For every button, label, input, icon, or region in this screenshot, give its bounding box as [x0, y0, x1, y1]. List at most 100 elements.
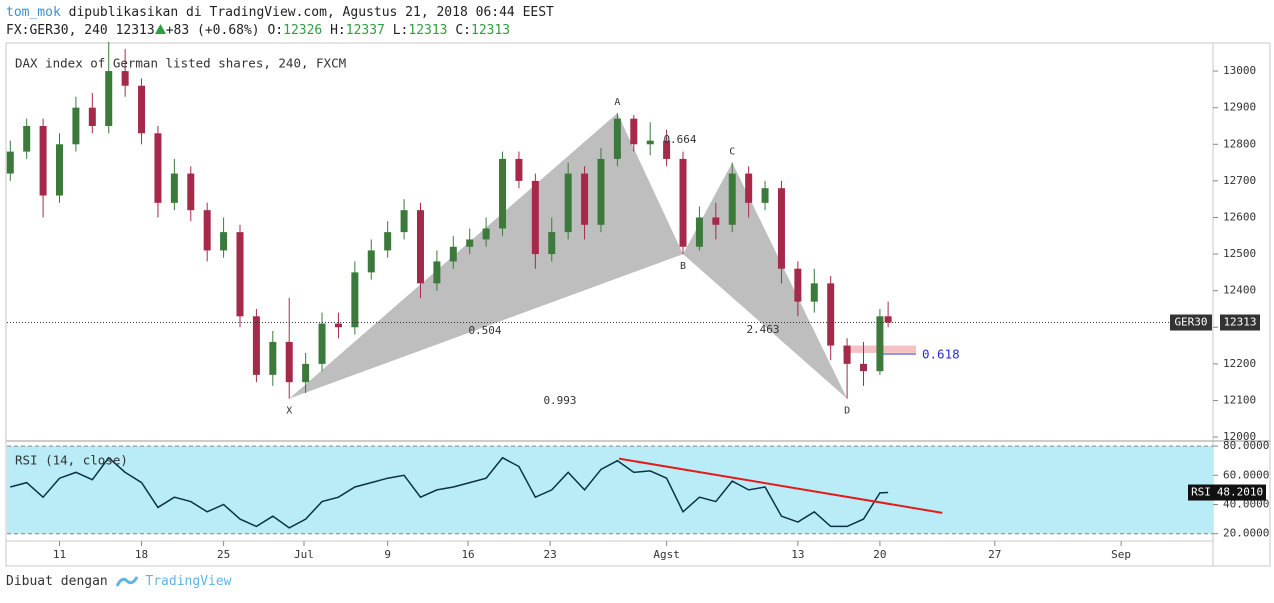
logo — [115, 576, 138, 587]
candle-body — [203, 210, 211, 251]
candle-body — [745, 173, 753, 203]
candle-body — [72, 107, 80, 145]
x-tick-label: 27 — [988, 548, 1001, 561]
y-tick-label: 13000 — [1223, 64, 1256, 77]
rsi-band — [7, 446, 1213, 534]
symbol: FX:GER30, 240 — [6, 23, 108, 38]
pattern-point-label: D — [844, 406, 850, 417]
candle-body — [761, 188, 769, 203]
change: +83 (+0.68%) — [165, 23, 260, 38]
y-tick-label: 12800 — [1223, 137, 1256, 150]
x-tick-label: 16 — [461, 548, 474, 561]
candle-body — [597, 158, 605, 225]
last-price-box — [1220, 314, 1260, 331]
pattern-point-label: C — [729, 147, 735, 158]
ohlc-label: O: — [267, 23, 284, 38]
rsi-line — [10, 456, 889, 529]
ohlc-label: H: — [330, 23, 346, 38]
candle-body — [105, 71, 113, 126]
candle-body — [154, 133, 162, 203]
candle-body — [630, 118, 638, 145]
x-tick-label: 18 — [135, 548, 148, 561]
candle-body — [663, 140, 671, 159]
candle-body — [236, 232, 244, 317]
ratio-label: 0.993 — [543, 394, 576, 407]
candle-body — [187, 173, 195, 211]
price: 12313 — [115, 23, 155, 38]
ohlc-value: 12313 — [471, 23, 511, 38]
candle-body — [416, 210, 424, 284]
candle-body — [252, 316, 260, 375]
candle-body — [220, 232, 228, 251]
trendline — [618, 457, 943, 514]
last-value-label: 48.2010 — [1217, 486, 1263, 499]
published: dipublikasikan di TradingView.com, Agust… — [68, 5, 554, 20]
last-label: GER30 — [1174, 316, 1207, 329]
candle-body — [531, 180, 539, 255]
candle-body — [712, 217, 720, 225]
candle-body — [269, 341, 277, 375]
candle-body — [88, 107, 96, 126]
candle-body — [777, 188, 785, 269]
ohlc-value: 12326 — [283, 23, 323, 38]
fib-label: 0.618 — [922, 347, 960, 362]
x-tick-label: 20 — [873, 548, 886, 561]
pattern-triangle — [683, 162, 848, 399]
candle-body — [695, 217, 703, 247]
pattern-point-label: B — [680, 261, 686, 272]
ohlc-value: 12313 — [408, 23, 448, 38]
candle-body — [433, 261, 441, 284]
y-tick-label: 80.0000 — [1223, 439, 1269, 452]
candle-body — [367, 250, 375, 273]
candle-body — [810, 283, 818, 302]
user[interactable]: tom_mok — [6, 5, 61, 20]
up-arrow — [154, 24, 166, 34]
ratio-label: 2.463 — [746, 323, 779, 336]
candle-body — [466, 239, 474, 247]
y-tick-label: 12200 — [1223, 357, 1256, 370]
y-tick-label: 40.0000 — [1223, 498, 1269, 511]
candle-body — [351, 272, 359, 328]
candle-body — [876, 316, 884, 372]
candle-body — [400, 210, 408, 233]
last-label-box — [1170, 314, 1212, 331]
candle-body — [548, 232, 556, 255]
ratio-label: 0.664 — [663, 133, 696, 146]
x-tick-label: 13 — [791, 548, 804, 561]
x-tick-label: Sep — [1111, 548, 1131, 561]
candle-body — [860, 363, 868, 372]
ohlc-label: L: — [392, 23, 409, 38]
x-tick-label: 9 — [384, 548, 391, 561]
candle-body — [285, 341, 293, 383]
header-line: FX:GER30, 240 12313 +83 (+0.68%) O:12326 … — [6, 22, 554, 40]
y-tick-label: 20.0000 — [1223, 527, 1269, 540]
rsi-title: RSI (14, close) — [15, 453, 128, 468]
candle-body — [613, 118, 621, 159]
chart: 1200012100122001230012400125001260012700… — [5, 41, 1271, 567]
candle-body — [170, 173, 178, 203]
candle-body — [843, 345, 851, 364]
candle-body — [646, 140, 654, 145]
y-tick-label: 12700 — [1223, 174, 1256, 187]
y-tick-label: 12400 — [1223, 284, 1256, 297]
candle-body — [39, 125, 47, 196]
candle-body — [334, 323, 342, 328]
candle-body — [56, 144, 64, 196]
candle-body — [6, 151, 14, 174]
y-tick-label: 12100 — [1223, 393, 1256, 406]
candle-body — [794, 268, 802, 302]
pattern-point-label: X — [286, 406, 292, 417]
made-with: Dibuat dengan — [6, 574, 108, 589]
y-tick-label: 60.0000 — [1223, 468, 1269, 481]
ohlc-value: 12337 — [345, 23, 385, 38]
footer: Dibuat dengan TradingView — [6, 574, 232, 589]
brand[interactable]: TradingView — [145, 574, 232, 589]
candle-body — [23, 125, 31, 152]
x-tick-label: Jul — [294, 548, 314, 561]
candle-body — [318, 323, 326, 364]
candle-body — [121, 71, 129, 86]
candle-body — [138, 85, 146, 134]
last-value-box — [1214, 484, 1266, 501]
candle-body — [515, 158, 523, 181]
